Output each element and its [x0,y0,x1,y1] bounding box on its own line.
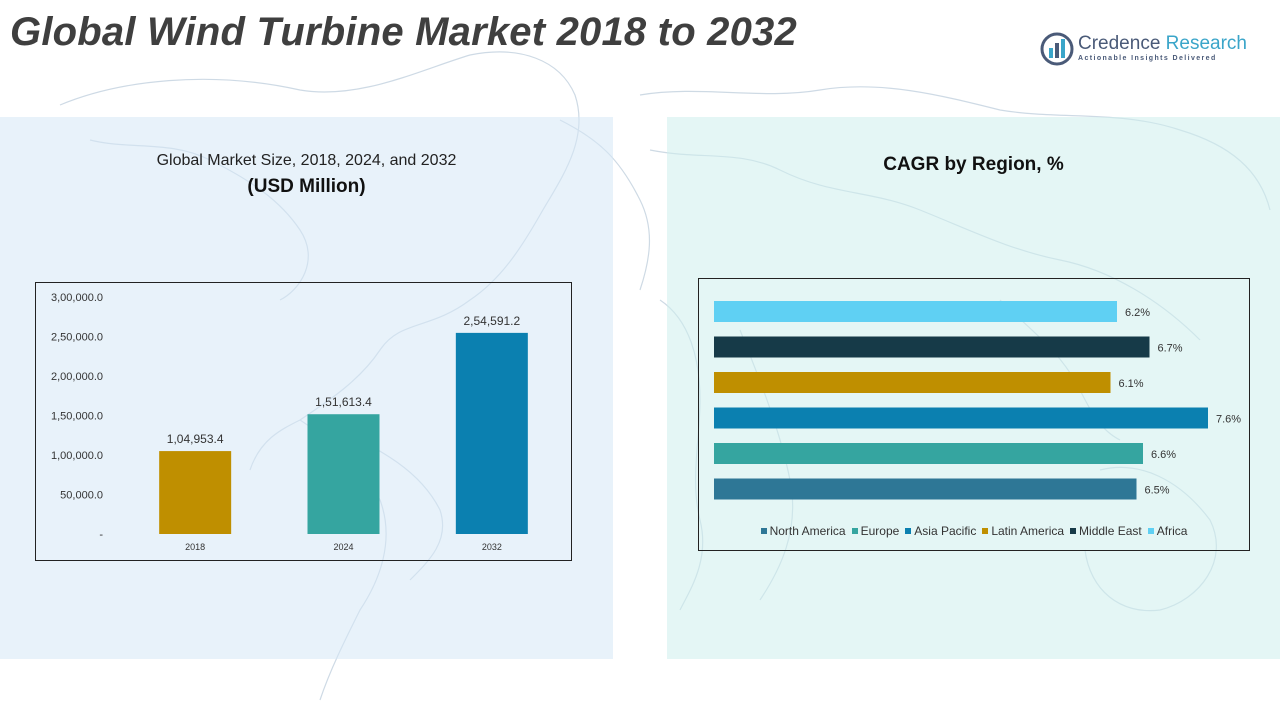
market-size-unit: (USD Million) [247,176,366,197]
bar [714,372,1111,393]
legend-label: Latin America [991,524,1065,538]
legend-item: Middle East [1070,524,1142,538]
data-label: 6.5% [1145,485,1170,497]
logo-wordmark: Credence Research [1078,33,1247,55]
legend-item: North America [760,524,846,538]
legend-label: Europe [860,524,900,538]
data-label: 6.2% [1125,307,1150,319]
market-size-subtitle: Global Market Size, 2018, 2024, and 2032 [156,152,457,169]
brand-logo: Credence Research Actionable Insights De… [1040,30,1260,70]
legend-item: Latin America [982,524,1064,538]
cagr-chart: 6.2% 6.7% 6.1% 7.6% 6.6% 6.5% North America Eu… [698,278,1250,551]
y-tick-label: 2,00,000.0 [51,371,103,383]
y-tick-label: 2,50,000.0 [51,332,103,344]
y-tick-label: 50,000.0 [60,490,103,502]
legend-item: Africa [1147,524,1188,538]
market-size-chart-svg: - 50,000.0 1,00,000.0 1,50,000.0 2,00,000.0 2… [51,292,528,552]
legend-item: Europe [851,524,900,538]
y-tick-label: 1,50,000.0 [51,411,103,423]
legend-label: North America [769,524,846,538]
bar [455,332,528,534]
legend-swatch [1070,528,1077,534]
legend-swatch [851,528,858,534]
cagr-title: CAGR by Region, % [883,154,1064,175]
y-tick-label: 1,00,000.0 [51,450,103,462]
data-label: 6.1% [1119,378,1144,390]
legend-swatch [982,528,989,534]
bar [307,414,380,534]
legend-label: Africa [1156,524,1188,538]
bar [159,451,232,534]
logo-name-part1: Credence [1078,33,1161,54]
cagr-chart-svg: 6.2% 6.7% 6.1% 7.6% 6.6% 6.5% [714,301,1241,500]
bar [714,443,1143,464]
data-label: 2,54,591.2 [463,314,520,328]
legend-swatch [760,528,767,534]
data-label: 7.6% [1216,414,1241,426]
data-label: 6.7% [1158,343,1183,355]
cagr-legend: North America Europe Asia Pacific Latin Ame… [699,524,1249,538]
data-label: 6.6% [1151,449,1176,461]
x-tick-label: 2032 [482,542,502,552]
y-tick-label: - [99,529,103,541]
logo-name-part2: Research [1160,33,1247,54]
legend-swatch [1147,528,1154,534]
page-title: Global Wind Turbine Market 2018 to 2032 [10,10,797,54]
legend-label: Asia Pacific [914,524,977,538]
bar [714,336,1150,358]
data-label: 1,04,953.4 [167,432,224,446]
legend-item: Asia Pacific [905,524,976,538]
y-tick-label: 3,00,000.0 [51,292,103,304]
x-tick-label: 2024 [333,542,353,552]
logo-tagline: Actionable Insights Delivered [1078,55,1217,62]
bar [714,407,1208,429]
x-tick-label: 2018 [185,542,205,552]
market-size-chart: - 50,000.0 1,00,000.0 1,50,000.0 2,00,000.0 2… [35,282,572,561]
data-label: 1,51,613.4 [315,395,372,409]
legend-label: Middle East [1079,524,1142,538]
bar [714,478,1137,500]
legend-swatch [905,528,912,534]
credence-logo-icon [1040,32,1074,66]
bar [714,301,1117,322]
